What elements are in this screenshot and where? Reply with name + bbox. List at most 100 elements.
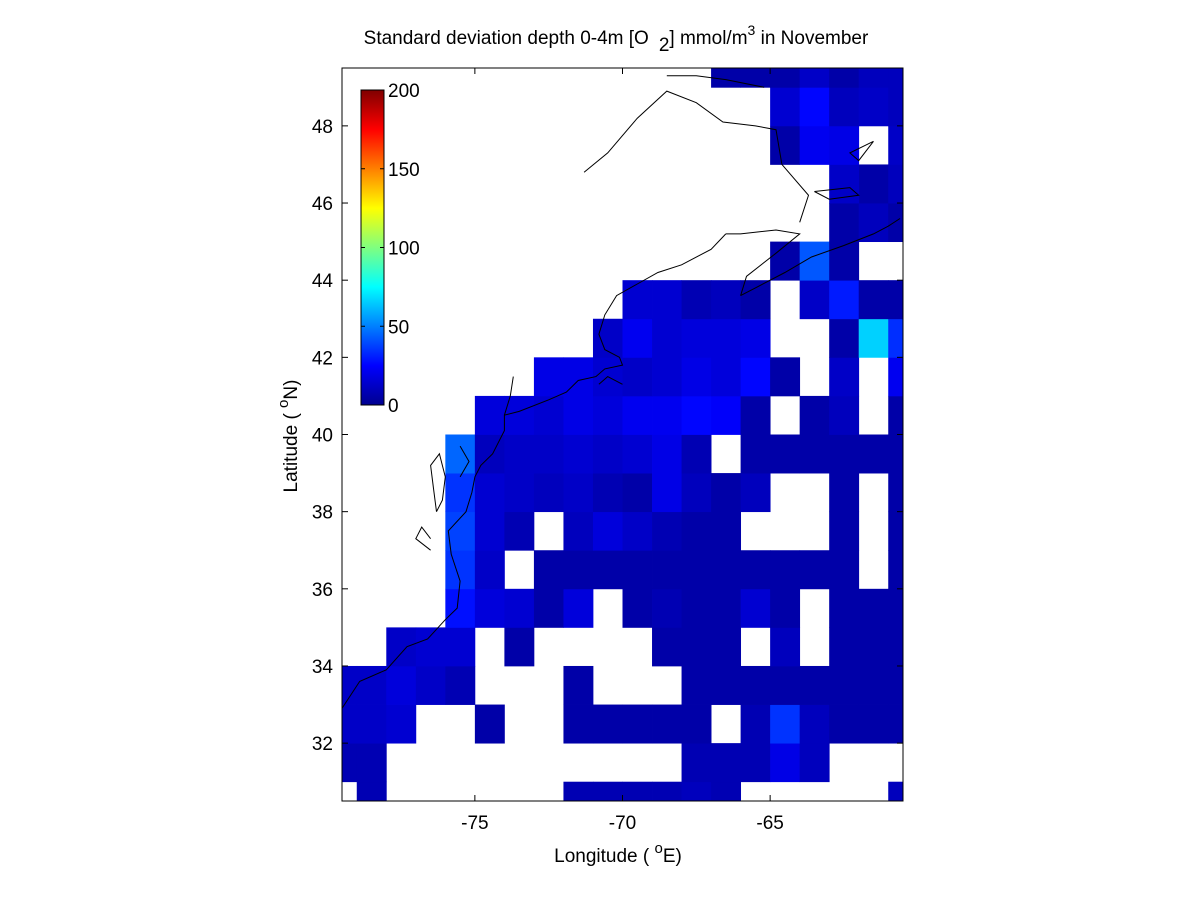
heatmap-cell bbox=[622, 357, 653, 397]
heatmap-cell bbox=[711, 473, 742, 513]
heatmap-cell bbox=[711, 588, 742, 628]
heatmap-cell bbox=[474, 704, 505, 744]
coastline bbox=[503, 376, 514, 416]
heatmap-cell bbox=[533, 588, 564, 628]
heatmap-cell bbox=[858, 164, 889, 204]
heatmap-cell bbox=[858, 627, 889, 667]
heatmap-cell bbox=[652, 280, 682, 320]
heatmap-cell bbox=[342, 665, 358, 705]
heatmap-cell bbox=[829, 241, 860, 281]
heatmap-cell bbox=[888, 318, 904, 358]
colorbar-tick-label: 0 bbox=[388, 396, 399, 417]
heatmap-cell bbox=[770, 68, 801, 88]
heatmap-cell bbox=[888, 473, 904, 513]
heatmap-cell bbox=[652, 781, 682, 802]
heatmap-cell bbox=[799, 665, 830, 705]
heatmap-cell bbox=[829, 511, 860, 551]
heatmap-cell bbox=[652, 473, 682, 513]
heatmap-cell bbox=[592, 473, 623, 513]
heatmap-cell bbox=[888, 280, 904, 320]
heatmap-cell bbox=[858, 704, 889, 744]
heatmap-cell bbox=[652, 588, 682, 628]
heatmap-cell bbox=[770, 434, 801, 474]
heatmap-cell bbox=[681, 473, 712, 513]
heatmap-cell bbox=[681, 550, 712, 590]
heatmap-cell bbox=[504, 627, 535, 667]
heatmap-cell bbox=[888, 395, 904, 435]
heatmap-cell bbox=[888, 588, 904, 628]
heatmap-cell bbox=[652, 550, 682, 590]
heatmap-cell bbox=[829, 627, 860, 667]
heatmap-cell bbox=[858, 665, 889, 705]
heatmap-cell bbox=[799, 704, 830, 744]
heatmap-cell bbox=[888, 511, 904, 551]
coastline bbox=[666, 75, 765, 88]
heatmap-cell bbox=[563, 704, 594, 744]
heatmap-cell bbox=[829, 588, 860, 628]
heatmap-cell bbox=[504, 473, 535, 513]
heatmap-cell bbox=[622, 704, 653, 744]
heatmap-cell bbox=[740, 550, 771, 590]
heatmap-cell bbox=[504, 588, 535, 628]
heatmap-cell bbox=[711, 511, 742, 551]
heatmap-cell bbox=[770, 87, 801, 127]
heatmap-cell bbox=[415, 627, 446, 667]
heatmap-cell bbox=[858, 318, 889, 358]
heatmap-cell bbox=[681, 318, 712, 358]
heatmap-cell bbox=[888, 434, 904, 474]
heatmap-cell bbox=[356, 704, 387, 744]
heatmap-cell bbox=[770, 550, 801, 590]
y-tick-label: 46 bbox=[312, 194, 333, 215]
colorbar-tick-label: 150 bbox=[388, 160, 420, 181]
colorbar-tick-label: 100 bbox=[388, 239, 420, 260]
heatmap-cell bbox=[622, 434, 653, 474]
heatmap-cell bbox=[681, 781, 712, 802]
heatmap-cell bbox=[740, 588, 771, 628]
heatmap-cell bbox=[445, 588, 476, 628]
coastline bbox=[341, 233, 727, 709]
heatmap-cell bbox=[445, 627, 476, 667]
heatmap-cell bbox=[622, 588, 653, 628]
heatmap-cell bbox=[356, 665, 387, 705]
heatmap-cell bbox=[858, 87, 889, 127]
heatmap-cell bbox=[622, 473, 653, 513]
heatmap-cell bbox=[888, 704, 904, 744]
y-tick-label: 40 bbox=[312, 426, 333, 447]
heatmap-cell bbox=[888, 357, 904, 397]
heatmap-cell bbox=[681, 588, 712, 628]
heatmap-cell bbox=[770, 704, 801, 744]
heatmap-cell bbox=[770, 588, 801, 628]
y-axis-ticks: 32 34 36 38 40 42 44 46 48 bbox=[312, 117, 903, 755]
y-tick-label: 42 bbox=[312, 348, 333, 369]
heatmap-cell bbox=[711, 550, 742, 590]
heatmap-cell bbox=[829, 68, 860, 88]
coastline bbox=[415, 526, 431, 551]
y-tick-label: 48 bbox=[312, 117, 333, 138]
heatmap-cell bbox=[504, 511, 535, 551]
heatmap-cell bbox=[799, 395, 830, 435]
heatmap-cell bbox=[770, 241, 801, 281]
heatmap-cell bbox=[342, 743, 358, 783]
heatmap-cell bbox=[474, 395, 505, 435]
heatmap-cell bbox=[770, 125, 801, 165]
heatmap-cell bbox=[858, 434, 889, 474]
heatmap-cell bbox=[740, 704, 771, 744]
heatmap-cell bbox=[652, 511, 682, 551]
heatmap-cell bbox=[652, 434, 682, 474]
heatmap-cell bbox=[740, 318, 771, 358]
heatmap-cell bbox=[799, 280, 830, 320]
coastline bbox=[849, 140, 874, 162]
heatmap-cell bbox=[533, 550, 564, 590]
heatmap-cell bbox=[740, 280, 771, 320]
heatmap-cell bbox=[858, 280, 889, 320]
heatmap-cell bbox=[799, 550, 830, 590]
heatmap-cell bbox=[681, 434, 712, 474]
coastline bbox=[430, 452, 446, 512]
colorbar-ticks: 0 50 100 150 200 bbox=[361, 81, 420, 417]
y-tick-label: 34 bbox=[312, 657, 334, 678]
heatmap-cell bbox=[445, 434, 476, 474]
heatmap-cell bbox=[888, 87, 904, 127]
y-tick-label: 36 bbox=[312, 580, 333, 601]
y-tick-label: 32 bbox=[312, 734, 333, 755]
